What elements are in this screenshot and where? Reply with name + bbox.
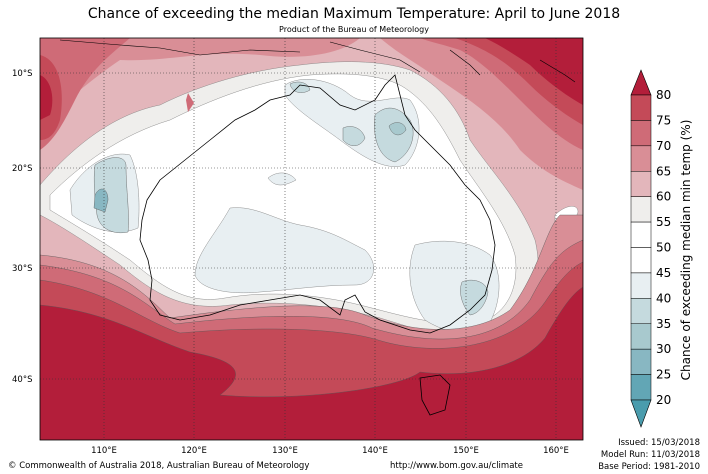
lon-label: 140°E: [362, 446, 388, 456]
colorbar-tick: 35: [656, 317, 671, 331]
lat-label: 40°S: [12, 375, 32, 385]
colorbar-extend-max: [630, 69, 652, 96]
island-coastlines: [59, 39, 576, 83]
base-period: Base Period: 1981-2010: [598, 462, 700, 472]
colorbar-segment: [630, 272, 652, 299]
copyright-text: © Commonwealth of Australia 2018, Austra…: [8, 461, 310, 471]
lat-label: 20°S: [12, 164, 32, 174]
issued-date: Issued: 15/03/2018: [618, 438, 700, 448]
colorbar-tick: 30: [656, 342, 671, 356]
colorbar-tick: 75: [656, 113, 671, 127]
colorbar-segment: [630, 196, 652, 223]
colorbar-tick: 60: [656, 190, 671, 204]
graticule: [40, 38, 583, 440]
zone-40-45-central: [194, 207, 374, 293]
colorbar-tick: 20: [656, 393, 671, 407]
australia-coastline: [139, 74, 496, 334]
map-area: [40, 38, 583, 440]
zone-80-south: [40, 286, 583, 440]
bom-url-link[interactable]: http://www.bom.gov.au/climate: [390, 461, 523, 471]
map-title: Chance of exceeding the median Maximum T…: [87, 6, 621, 22]
zone-70-75-nw: [40, 38, 130, 150]
zone-35-40-qld: [374, 107, 414, 163]
colorbar-segment: [630, 247, 652, 274]
colorbar-tick: 45: [656, 266, 671, 280]
model-run-date: Model Run: 11/03/2018: [600, 450, 700, 460]
colorbar-segment: [630, 323, 652, 350]
lon-label: 160°E: [543, 446, 569, 456]
colorbar-tick: 65: [656, 164, 671, 178]
zone-80-ne: [485, 38, 583, 105]
map-subtitle: Product of the Bureau of Meteorology: [279, 25, 429, 34]
colorbar-segment: [630, 171, 652, 197]
lon-label: 150°E: [453, 446, 479, 456]
colorbar-tick: 40: [656, 291, 671, 305]
colorbar-extend-min: [630, 399, 652, 428]
zone-35-40-se: [460, 279, 489, 316]
lat-label: 30°S: [12, 264, 32, 274]
zone-35-40-gulf: [342, 126, 366, 146]
tasmania-coastline: [419, 374, 451, 416]
zone-30-35-qld: [388, 122, 407, 136]
zone-40-45-small: [267, 172, 297, 186]
colorbar-segment: [630, 348, 652, 375]
zone-70-small: [186, 93, 194, 112]
colorbar-tick: 80: [656, 88, 671, 102]
colorbar-segment: [630, 120, 652, 147]
lon-label: 120°E: [181, 446, 207, 456]
colorbar-segment: [630, 145, 652, 172]
zone-25-30-west: [93, 188, 109, 213]
colorbar-tick: 70: [656, 139, 671, 153]
colorbar-tick: 55: [656, 215, 671, 229]
colorbar-tick: 50: [656, 241, 671, 255]
zone-80-nw: [40, 75, 53, 120]
issue-info: Issued: 15/03/2018 Model Run: 11/03/2018…: [598, 437, 700, 473]
map-frame: [39, 37, 584, 441]
colorbar-segment: [630, 298, 652, 325]
lat-label: 10°S: [12, 69, 32, 79]
colorbar: 80 75 70 65 60 55 50 45 40 35 30 25 20: [630, 69, 671, 428]
colorbar-tick: 25: [656, 368, 671, 382]
colorbar-segment: [630, 221, 652, 248]
colorbar-segment: [630, 94, 652, 121]
zone-65-70-north: [40, 38, 360, 120]
colorbar-label: Chance of exceeding median min temp (%): [679, 120, 693, 381]
colorbar-segment: [630, 374, 652, 401]
lon-label: 110°E: [91, 446, 117, 456]
lon-label: 130°E: [272, 446, 298, 456]
